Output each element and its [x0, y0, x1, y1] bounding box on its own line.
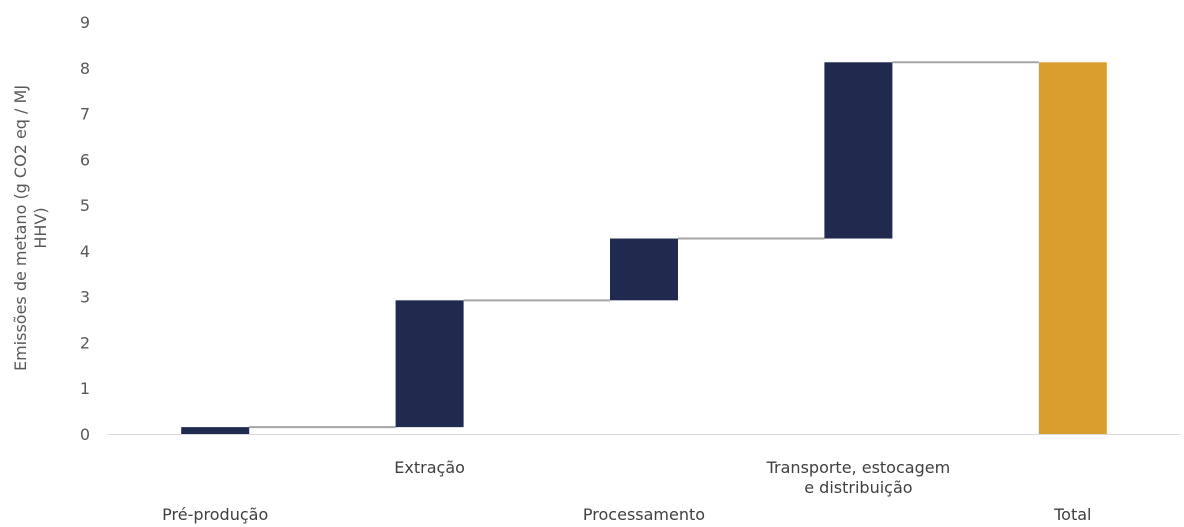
category-label: Processamento — [583, 505, 705, 524]
increment-bar — [395, 300, 464, 428]
y-tick-label: 7 — [80, 105, 90, 124]
category-label: e distribuição — [804, 478, 912, 497]
increment-bar — [181, 427, 250, 434]
y-tick-label: 1 — [80, 379, 90, 398]
category-label: Total — [1053, 505, 1091, 524]
y-axis-title-line: HHV) — [31, 207, 50, 248]
bars — [181, 62, 1107, 434]
increment-bar — [610, 238, 678, 301]
y-tick-label: 6 — [80, 150, 90, 169]
y-tick-label: 4 — [80, 242, 90, 261]
y-tick-label: 3 — [80, 288, 90, 307]
category-label: Pré-produção — [162, 505, 268, 524]
y-tick-label: 2 — [80, 333, 90, 352]
y-axis-title: Emissões de metano (g CO2 eq / MJ HHV) — [11, 85, 50, 371]
y-axis-ticks: 0 1 2 3 4 5 6 7 8 9 — [80, 13, 90, 444]
connector-lines — [249, 61, 1039, 429]
y-tick-label: 5 — [80, 196, 90, 215]
y-tick-label: 8 — [80, 59, 90, 78]
y-tick-label: 0 — [80, 425, 90, 444]
category-label: Transporte, estocagem — [766, 458, 951, 477]
total-bar — [1038, 62, 1107, 434]
y-tick-label: 9 — [80, 13, 90, 32]
category-labels: Pré-produção Extração Processamento Transpo… — [162, 458, 1091, 524]
y-axis-title-line: Emissões de metano (g CO2 eq / MJ — [11, 85, 30, 371]
increment-bar — [824, 62, 893, 239]
category-label: Extração — [394, 458, 465, 477]
